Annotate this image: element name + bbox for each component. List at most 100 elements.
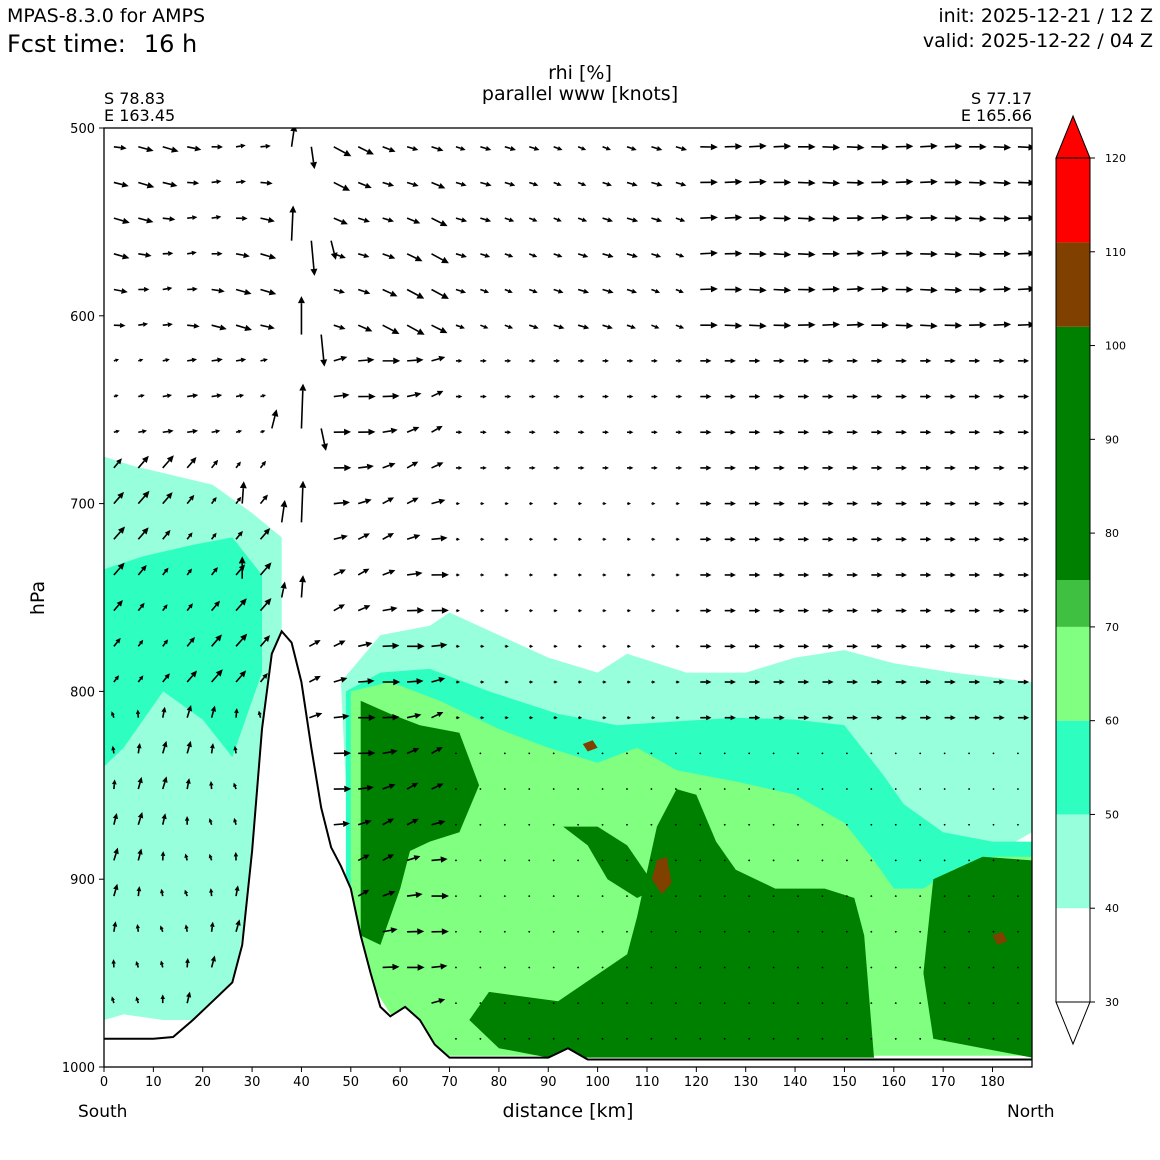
terrain — [104, 629, 1032, 1067]
wind-vector — [675, 465, 683, 470]
wind-vector — [553, 146, 563, 151]
wind-vector — [455, 823, 457, 826]
wind-vector — [160, 851, 166, 861]
wind-vector — [113, 526, 126, 540]
wind-vector — [846, 179, 865, 187]
wind-vector — [138, 217, 154, 224]
wind-vector — [748, 930, 751, 933]
wind-vector — [578, 573, 583, 577]
wind-vector — [699, 966, 702, 969]
wind-vector — [797, 752, 799, 755]
wind-vector — [969, 465, 981, 471]
wind-vector — [943, 752, 946, 755]
wind-vector — [431, 746, 443, 755]
wind-vector — [943, 1002, 946, 1005]
wind-vector — [773, 679, 785, 685]
wind-vector — [528, 788, 531, 790]
wind-vector — [601, 1037, 604, 1040]
wind-vector — [431, 819, 446, 826]
wind-vector — [822, 250, 841, 258]
wind-vector — [822, 536, 834, 542]
wind-vector — [1017, 465, 1030, 471]
wind-vector — [602, 644, 607, 649]
wind-vector — [772, 859, 775, 862]
wind-vector — [259, 528, 271, 540]
x-tick-label: 40 — [293, 1075, 310, 1090]
wind-vector — [578, 394, 585, 399]
wind-vector — [308, 640, 321, 648]
wind-vector — [674, 752, 677, 755]
wind-vector — [992, 788, 995, 790]
colorbar: 30 40 50 60 70 80 90 100 110 120 — [1055, 114, 1126, 1046]
wind-vector — [699, 1002, 702, 1005]
wind-vector — [943, 966, 946, 969]
wind-vector — [821, 1002, 824, 1005]
wind-vector — [798, 358, 810, 364]
wind-vector — [406, 534, 421, 541]
wind-vector — [650, 1037, 653, 1040]
wind-vector — [113, 600, 123, 612]
rhi-region-50 — [104, 537, 262, 767]
wind-vector — [260, 217, 275, 223]
wind-vector — [113, 637, 121, 647]
wind-vector — [724, 250, 743, 257]
wind-vector — [455, 788, 457, 790]
wind-vector — [578, 644, 583, 649]
wind-vector — [651, 217, 663, 223]
wind-vector — [113, 288, 128, 294]
wind-vector — [749, 394, 761, 400]
wind-vector — [748, 1037, 751, 1040]
wind-vector — [260, 324, 275, 330]
wind-vector — [187, 145, 202, 152]
wind-vector — [553, 288, 564, 294]
wind-vector — [968, 752, 970, 755]
wind-vector — [406, 146, 419, 152]
wind-vector — [528, 752, 531, 755]
wind-vector-jet — [320, 334, 328, 367]
wind-vector — [135, 709, 141, 718]
wind-vector — [407, 964, 425, 971]
wind-vector — [700, 679, 712, 685]
wind-vector — [846, 715, 859, 721]
wind-vector — [235, 530, 243, 540]
wind-vector — [602, 181, 612, 187]
wind-vector-jet — [297, 296, 305, 335]
colorbar-tick-label: 40 — [1105, 902, 1119, 915]
wind-vector — [431, 677, 446, 683]
wind-vector — [798, 143, 816, 151]
wind-vector — [675, 644, 680, 649]
wind-vector — [700, 501, 712, 507]
wind-vector — [553, 217, 562, 222]
wind-vector — [895, 643, 907, 649]
wind-vector — [626, 788, 628, 790]
wind-vector — [455, 394, 463, 399]
wind-vector — [724, 608, 736, 614]
wind-vector — [943, 895, 946, 898]
wind-vector — [602, 288, 614, 294]
wind-vector — [529, 644, 534, 649]
wind-vector — [113, 562, 125, 576]
wind-vector — [162, 428, 174, 434]
wind-vector — [626, 288, 638, 294]
wind-vector — [406, 253, 423, 262]
wind-vector — [162, 639, 169, 647]
wind-vector — [651, 253, 662, 258]
wind-vector — [601, 788, 604, 790]
wind-vector — [211, 357, 223, 363]
wind-vector — [773, 715, 785, 721]
wind-vector — [920, 142, 938, 150]
y-axis: 500 600 700 800 900 1000 — [62, 122, 104, 1076]
colorbar-extend-max — [1055, 114, 1091, 159]
wind-vector — [503, 1037, 506, 1040]
wind-vector — [650, 966, 653, 969]
wind-vector — [626, 146, 637, 151]
wind-vector — [455, 1002, 457, 1005]
wind-vector — [455, 146, 466, 151]
wind-vector — [699, 930, 702, 933]
wind-vector — [871, 608, 883, 614]
wind-vector — [871, 178, 889, 186]
wind-vector — [724, 536, 736, 542]
wind-vector — [333, 604, 345, 612]
wind-vector — [871, 249, 889, 257]
wind-vector — [578, 537, 583, 541]
